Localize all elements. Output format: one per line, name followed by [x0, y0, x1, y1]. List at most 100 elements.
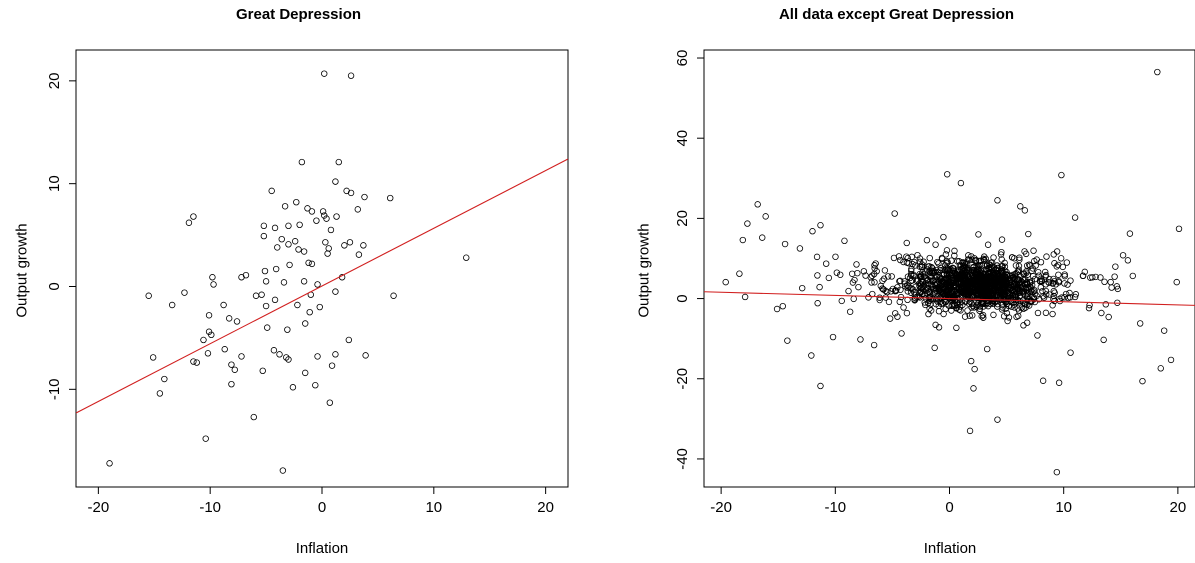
data-point [1007, 277, 1014, 284]
data-point [974, 281, 981, 289]
data-point [1136, 320, 1144, 327]
data-point [986, 269, 994, 277]
data-point [909, 286, 917, 293]
data-point [900, 258, 907, 266]
data-point [918, 284, 925, 291]
data-point [1061, 272, 1068, 280]
data-point [903, 253, 910, 260]
data-point [204, 350, 212, 357]
data-point [916, 289, 924, 297]
data-point [990, 311, 997, 319]
data-point [817, 222, 824, 229]
data-point [913, 277, 921, 285]
data-point [260, 222, 268, 230]
data-point [1062, 290, 1070, 298]
data-point [314, 353, 321, 360]
regression-line [704, 291, 1195, 306]
data-point [994, 294, 1002, 301]
data-point [961, 313, 969, 320]
data-point [817, 382, 824, 390]
data-point [1034, 309, 1042, 317]
data-point [971, 365, 978, 373]
data-point [984, 241, 992, 248]
data-point [943, 247, 951, 254]
data-point [271, 296, 279, 304]
x-tick-label: 10 [425, 499, 442, 516]
data-point [231, 366, 238, 373]
data-point [200, 336, 207, 344]
data-point [354, 206, 361, 213]
data-point [971, 288, 979, 295]
data-point [987, 273, 994, 280]
data-point [149, 354, 157, 361]
data-point [347, 72, 355, 79]
data-point [1013, 313, 1020, 321]
data-point [262, 302, 270, 310]
data-point [1129, 272, 1136, 280]
data-point [932, 241, 939, 248]
data-point [935, 296, 942, 303]
data-point [855, 283, 862, 291]
data-point [990, 270, 997, 277]
chart-title: Great Depression [235, 6, 362, 23]
data-point [296, 221, 303, 228]
y-tick-label: 40 [674, 130, 691, 147]
data-point [1043, 291, 1050, 298]
data-point [1055, 379, 1063, 386]
data-point [1114, 285, 1121, 293]
data-point [284, 326, 291, 333]
data-point [355, 251, 363, 258]
data-point [1030, 247, 1037, 254]
data-point [1000, 312, 1008, 320]
data-point [773, 305, 781, 313]
data-point [1107, 278, 1114, 286]
data-point [1050, 292, 1057, 300]
data-point [857, 336, 864, 343]
data-point [933, 285, 940, 292]
data-point [361, 193, 368, 201]
data-point [1021, 207, 1029, 214]
data-point [271, 224, 279, 232]
data-point [945, 266, 952, 274]
x-tick-label: -10 [199, 499, 221, 516]
data-point [259, 367, 266, 375]
data-point [1081, 268, 1088, 276]
data-point [233, 318, 241, 325]
data-point [1016, 254, 1023, 261]
data-point [1175, 225, 1183, 233]
data-point [940, 310, 947, 318]
data-point [326, 399, 334, 406]
data-point [978, 313, 985, 320]
data-point [1067, 349, 1074, 356]
data-point [964, 256, 972, 263]
data-point [983, 345, 991, 353]
x-tick-label: 10 [1055, 499, 1072, 516]
data-point [1173, 278, 1180, 286]
data-point [1038, 278, 1046, 285]
plot-area [704, 68, 1195, 476]
data-point [1102, 301, 1109, 308]
data-point [1042, 287, 1050, 295]
data-point [1006, 272, 1014, 279]
data-point [276, 351, 283, 358]
data-point [903, 259, 911, 266]
data-point [969, 312, 976, 319]
data-point [994, 300, 1001, 308]
data-point [981, 257, 988, 264]
data-point [916, 270, 923, 278]
data-point [1015, 312, 1022, 320]
data-point [822, 260, 830, 267]
data-point [280, 279, 288, 286]
data-point [1112, 263, 1119, 270]
data-point [341, 242, 348, 249]
data-point [1026, 285, 1033, 292]
data-point [387, 194, 394, 202]
data-point [1119, 252, 1127, 259]
data-point [975, 266, 982, 273]
data-point [948, 296, 956, 304]
data-point [1021, 248, 1028, 255]
data-point [300, 278, 308, 285]
data-point [285, 356, 292, 363]
data-point [1058, 171, 1065, 179]
data-point [1023, 293, 1031, 300]
